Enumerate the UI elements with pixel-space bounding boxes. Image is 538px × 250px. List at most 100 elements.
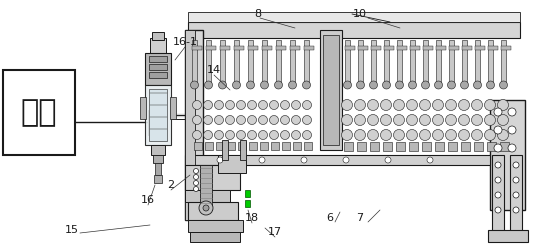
Text: 气源: 气源 <box>21 98 57 127</box>
Circle shape <box>190 81 199 89</box>
Bar <box>423 40 428 85</box>
Circle shape <box>471 130 483 140</box>
Bar <box>304 46 314 50</box>
Circle shape <box>218 81 226 89</box>
Bar <box>185 165 240 190</box>
Circle shape <box>485 100 495 110</box>
Circle shape <box>498 114 508 126</box>
Circle shape <box>194 168 199 173</box>
Circle shape <box>380 100 392 110</box>
Bar <box>383 142 392 151</box>
Circle shape <box>270 116 279 124</box>
Circle shape <box>237 116 245 124</box>
Bar <box>3 70 75 155</box>
Circle shape <box>471 114 483 126</box>
Bar <box>205 142 213 150</box>
Circle shape <box>485 130 495 140</box>
Bar <box>492 155 504 235</box>
Text: 18: 18 <box>245 213 259 223</box>
Circle shape <box>246 81 254 89</box>
Bar <box>371 46 381 50</box>
Bar <box>436 46 446 50</box>
Bar <box>474 142 483 151</box>
Text: 15: 15 <box>65 225 79 235</box>
Circle shape <box>448 81 456 89</box>
Circle shape <box>485 114 495 126</box>
Bar <box>220 40 225 85</box>
Circle shape <box>513 177 519 183</box>
Circle shape <box>194 174 199 180</box>
Circle shape <box>194 180 199 186</box>
Bar <box>345 46 355 50</box>
Circle shape <box>274 81 282 89</box>
Circle shape <box>259 157 265 163</box>
Bar <box>149 64 167 70</box>
Bar <box>170 97 176 119</box>
Bar <box>185 30 203 220</box>
Text: 6: 6 <box>327 213 334 223</box>
Circle shape <box>225 100 235 110</box>
Circle shape <box>301 157 307 163</box>
Circle shape <box>513 207 519 213</box>
Circle shape <box>494 126 502 134</box>
Bar <box>240 140 246 160</box>
Bar <box>410 46 420 50</box>
Bar <box>149 56 167 62</box>
Text: 17: 17 <box>268 227 282 237</box>
Circle shape <box>270 130 279 140</box>
Bar <box>190 232 240 242</box>
Circle shape <box>342 130 352 140</box>
Bar <box>501 46 511 50</box>
Circle shape <box>395 81 404 89</box>
Circle shape <box>342 114 352 126</box>
Circle shape <box>420 114 430 126</box>
Bar <box>462 46 472 50</box>
Bar <box>461 142 470 151</box>
Polygon shape <box>188 12 520 22</box>
Circle shape <box>498 100 508 110</box>
Bar <box>490 100 525 210</box>
Bar <box>370 142 379 151</box>
Circle shape <box>199 201 213 215</box>
Bar <box>488 40 493 85</box>
Circle shape <box>420 130 430 140</box>
Circle shape <box>193 116 202 124</box>
Bar <box>200 165 212 210</box>
Circle shape <box>499 81 507 89</box>
Circle shape <box>421 81 429 89</box>
Circle shape <box>203 205 209 211</box>
Circle shape <box>445 130 457 140</box>
Polygon shape <box>188 22 520 38</box>
Circle shape <box>232 81 240 89</box>
Text: 10: 10 <box>353 9 367 19</box>
Circle shape <box>215 100 223 110</box>
Text: 14: 14 <box>207 65 221 75</box>
Bar <box>155 163 161 175</box>
Circle shape <box>407 130 417 140</box>
Circle shape <box>288 81 296 89</box>
Bar <box>145 53 171 85</box>
Circle shape <box>433 100 443 110</box>
Bar <box>475 40 480 85</box>
Circle shape <box>302 81 310 89</box>
Bar <box>149 89 167 141</box>
Bar <box>304 40 309 85</box>
Circle shape <box>508 108 516 116</box>
Bar <box>290 40 295 85</box>
Bar <box>487 142 496 151</box>
Bar <box>345 40 350 85</box>
Circle shape <box>513 162 519 168</box>
Circle shape <box>342 100 352 110</box>
Circle shape <box>260 81 268 89</box>
Text: 2: 2 <box>167 180 174 190</box>
Bar <box>462 40 467 85</box>
Bar <box>245 190 250 197</box>
Bar <box>282 142 290 150</box>
Bar <box>396 142 405 151</box>
Bar <box>323 35 339 145</box>
Circle shape <box>495 192 501 198</box>
Bar <box>271 142 279 150</box>
Circle shape <box>495 207 501 213</box>
Circle shape <box>292 116 301 124</box>
Circle shape <box>247 116 257 124</box>
